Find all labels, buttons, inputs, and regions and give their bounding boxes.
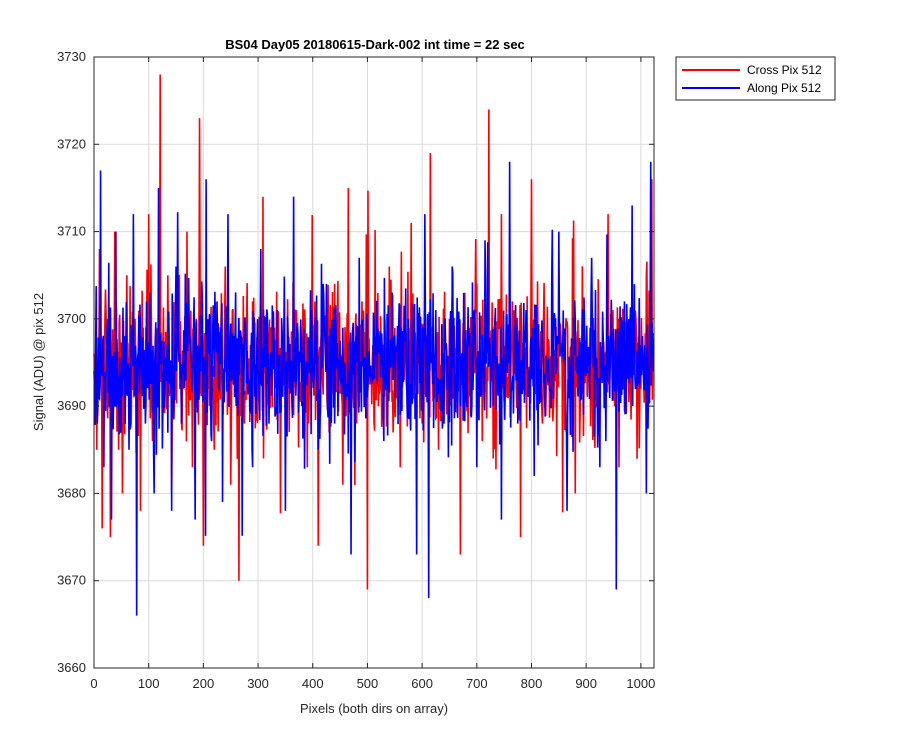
y-tick-label: 3710 bbox=[57, 224, 86, 239]
x-tick-label: 900 bbox=[575, 676, 597, 691]
x-tick-label: 600 bbox=[411, 676, 433, 691]
chart-title: BS04 Day05 20180615-Dark-002 int time = … bbox=[225, 37, 525, 52]
y-tick-label: 3700 bbox=[57, 311, 86, 326]
legend: Cross Pix 512 Along Pix 512 bbox=[675, 56, 836, 101]
x-tick-label: 100 bbox=[138, 676, 160, 691]
y-tick-label: 3680 bbox=[57, 485, 86, 500]
x-tick-label: 200 bbox=[193, 676, 215, 691]
plot-area: 0 100 200 300 400 500 600 700 800 900 1000 3660 367… bbox=[57, 49, 655, 691]
series-line-along-pix-512 bbox=[93, 161, 655, 616]
legend-box bbox=[675, 56, 836, 101]
y-tick-label: 3720 bbox=[57, 136, 86, 151]
y-axis: 3660 3670 3680 3690 3700 3710 3720 3730 bbox=[57, 49, 654, 675]
legend-label-along: Along Pix 512 bbox=[747, 81, 821, 95]
series-layer bbox=[93, 74, 655, 616]
y-tick-label: 3660 bbox=[57, 660, 86, 675]
y-tick-label: 3730 bbox=[57, 49, 86, 64]
x-tick-label: 1000 bbox=[626, 676, 655, 691]
y-axis-label: Signal (ADU) @ pix 512 bbox=[31, 293, 46, 431]
y-tick-label: 3670 bbox=[57, 573, 86, 588]
x-tick-label: 700 bbox=[466, 676, 488, 691]
x-tick-label: 300 bbox=[247, 676, 269, 691]
x-tick-label: 500 bbox=[357, 676, 379, 691]
x-tick-label: 0 bbox=[90, 676, 97, 691]
axes-box bbox=[93, 56, 655, 669]
y-tick-label: 3690 bbox=[57, 398, 86, 413]
x-axis: 0 100 200 300 400 500 600 700 800 900 1000 bbox=[90, 57, 655, 691]
legend-label-cross: Cross Pix 512 bbox=[747, 63, 822, 77]
x-tick-label: 800 bbox=[521, 676, 543, 691]
x-axis-label: Pixels (both dirs on array) bbox=[300, 701, 448, 716]
x-tick-label: 400 bbox=[302, 676, 324, 691]
